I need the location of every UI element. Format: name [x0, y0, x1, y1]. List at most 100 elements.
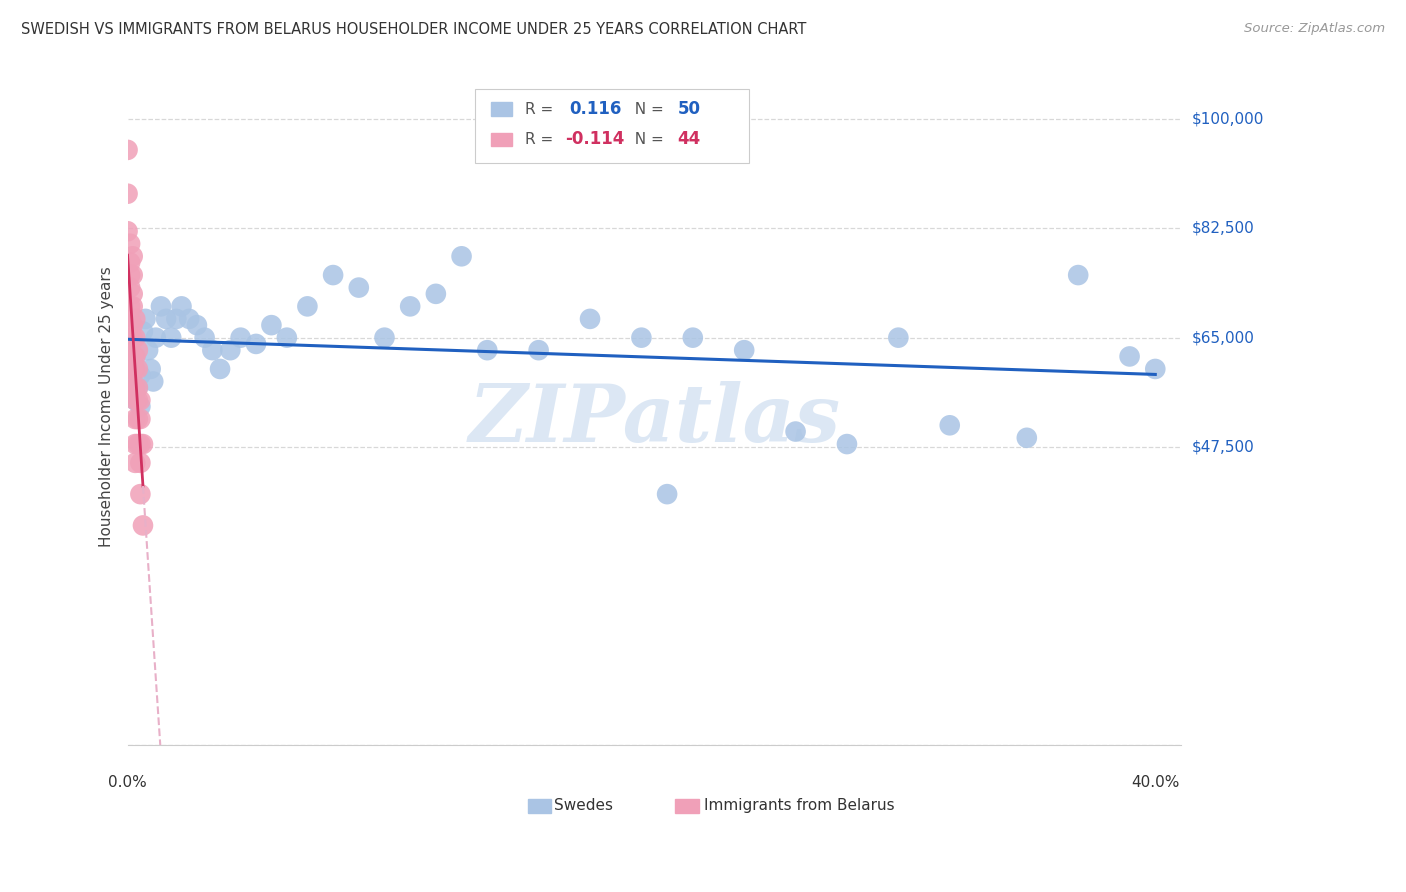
Point	[179, 311, 201, 326]
Point	[117, 343, 139, 358]
Point	[121, 362, 143, 376]
Point	[124, 350, 146, 364]
Text: $82,500: $82,500	[1192, 220, 1254, 235]
Point	[132, 437, 155, 451]
Point	[186, 318, 208, 333]
Point	[322, 268, 344, 282]
Point	[124, 393, 146, 408]
Point	[1015, 431, 1038, 445]
Point	[121, 286, 143, 301]
Point	[120, 268, 142, 282]
Point	[124, 311, 146, 326]
Point	[117, 143, 139, 157]
Point	[124, 437, 146, 451]
Point	[1067, 268, 1090, 282]
Point	[124, 350, 146, 364]
Point	[124, 412, 146, 426]
Point	[139, 362, 162, 376]
Point	[1118, 350, 1140, 364]
Point	[124, 393, 146, 408]
Point	[124, 331, 146, 345]
Point	[477, 343, 499, 358]
Point	[630, 331, 652, 345]
Point	[127, 437, 149, 451]
Point	[132, 518, 155, 533]
Point	[121, 331, 143, 345]
Point	[127, 362, 149, 376]
Text: $47,500: $47,500	[1192, 440, 1254, 455]
Point	[135, 311, 157, 326]
Text: N =: N =	[624, 102, 668, 117]
Point	[170, 299, 193, 313]
Text: ZIPatlas: ZIPatlas	[468, 381, 841, 458]
Text: N =: N =	[624, 132, 668, 147]
Point	[145, 331, 167, 345]
Point	[219, 343, 242, 358]
Text: $65,000: $65,000	[1192, 330, 1256, 345]
Point	[120, 255, 142, 269]
Point	[155, 311, 177, 326]
Point	[129, 400, 152, 414]
Point	[120, 236, 142, 251]
Text: 50: 50	[678, 100, 700, 118]
Point	[194, 331, 217, 345]
Point	[127, 412, 149, 426]
Point	[129, 412, 152, 426]
Point	[399, 299, 422, 313]
Point	[229, 331, 252, 345]
Point	[124, 381, 146, 395]
Point	[347, 280, 370, 294]
Point	[129, 437, 152, 451]
Point	[120, 350, 142, 364]
Point	[121, 381, 143, 395]
Point	[160, 331, 183, 345]
Bar	[491, 133, 512, 146]
Text: Immigrants from Belarus: Immigrants from Belarus	[704, 797, 894, 813]
Text: -0.114: -0.114	[565, 130, 624, 148]
Point	[121, 268, 143, 282]
Point	[373, 331, 395, 345]
Point	[425, 286, 447, 301]
Point	[136, 343, 159, 358]
Point	[121, 318, 143, 333]
Point	[132, 325, 155, 339]
Point	[149, 299, 172, 313]
Point	[733, 343, 755, 358]
Point	[297, 299, 319, 313]
Text: Swedes: Swedes	[554, 797, 613, 813]
Point	[887, 331, 910, 345]
Point	[124, 456, 146, 470]
Point	[1144, 362, 1167, 376]
Point	[127, 393, 149, 408]
Text: $100,000: $100,000	[1192, 112, 1264, 126]
Y-axis label: Householder Income Under 25 years: Householder Income Under 25 years	[100, 266, 114, 547]
Point	[129, 487, 152, 501]
Point	[260, 318, 283, 333]
Point	[121, 249, 143, 263]
Point	[121, 375, 143, 389]
Point	[209, 362, 232, 376]
Point	[127, 381, 149, 395]
Point	[120, 362, 142, 376]
Point	[124, 362, 146, 376]
Point	[129, 393, 152, 408]
Point	[121, 350, 143, 364]
Point	[785, 425, 807, 439]
Point	[120, 311, 142, 326]
Text: Source: ZipAtlas.com: Source: ZipAtlas.com	[1244, 22, 1385, 36]
Point	[527, 343, 550, 358]
Point	[165, 311, 187, 326]
Text: R =: R =	[524, 132, 558, 147]
Point	[129, 456, 152, 470]
Bar	[527, 798, 551, 814]
Point	[121, 299, 143, 313]
Bar	[491, 103, 512, 116]
Point	[450, 249, 472, 263]
Point	[655, 487, 678, 501]
Point	[127, 381, 149, 395]
Text: 40.0%: 40.0%	[1130, 775, 1180, 790]
Text: 44: 44	[678, 130, 700, 148]
Point	[276, 331, 298, 345]
Point	[120, 280, 142, 294]
Point	[127, 343, 149, 358]
